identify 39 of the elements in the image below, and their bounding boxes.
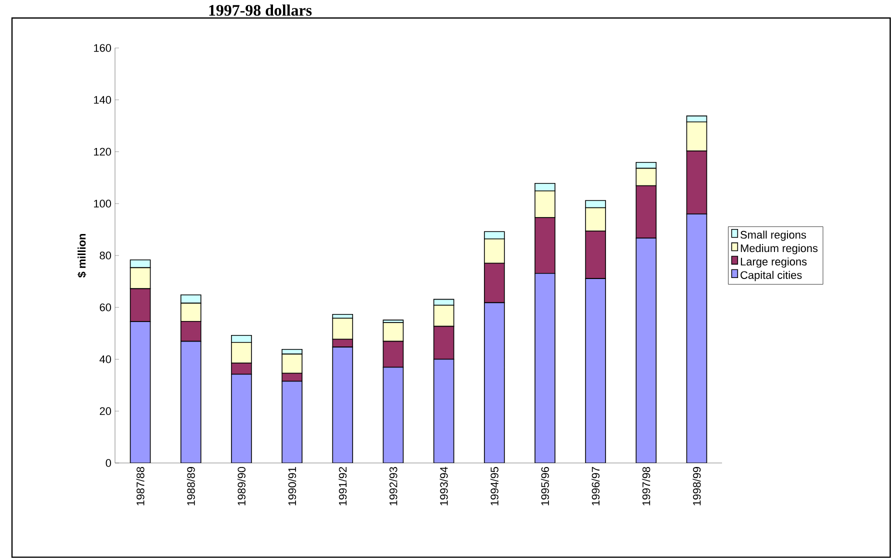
legend-label: Capital cities <box>740 270 802 282</box>
x-tick-label: 1992/93 <box>389 466 398 506</box>
x-tick-label: 1997/98 <box>642 466 650 506</box>
x-tick-label: 1998/99 <box>692 467 701 506</box>
y-tick-label: 60 <box>100 303 112 312</box>
y-tick-label: 40 <box>100 355 112 364</box>
bar <box>382 366 404 463</box>
bar <box>686 214 708 463</box>
legend-label: Small regions <box>740 230 806 241</box>
bar <box>282 380 302 463</box>
chart-title: 1997-98 dollars <box>209 4 312 16</box>
legend-label: Large regions <box>740 257 807 268</box>
x-tick-label: 1994/95 <box>490 466 498 506</box>
y-tick-label: 0 <box>106 459 112 467</box>
legend-label: Medium regions <box>740 244 818 254</box>
x-tick-label: 1988/89 <box>186 467 195 506</box>
y-tick-label: 20 <box>100 407 112 415</box>
x-tick-label: 1993/94 <box>440 466 448 506</box>
bar <box>231 374 252 463</box>
x-tick-label: 1991/92 <box>338 467 347 506</box>
y-tick-label: 120 <box>94 148 112 156</box>
bar <box>636 238 657 463</box>
x-tick-label: 1987/88 <box>136 466 144 506</box>
x-tick-label: 1989/90 <box>237 466 246 506</box>
x-tick-label: 1990/91 <box>288 467 296 506</box>
x-tick-label: 1996/97 <box>592 467 600 506</box>
bar <box>332 346 354 463</box>
y-tick-label: 140 <box>94 96 112 104</box>
bar <box>433 358 454 463</box>
y-tick-label: 100 <box>94 200 112 208</box>
x-tick-label: 1995/96 <box>540 466 549 506</box>
y-axis-title: $ million <box>77 234 86 278</box>
y-tick-label: 160 <box>94 44 112 52</box>
bar <box>534 272 556 463</box>
bar <box>484 302 505 463</box>
bar <box>130 321 151 463</box>
bar <box>585 278 606 463</box>
y-tick-label: 80 <box>100 252 112 260</box>
bar <box>180 340 202 463</box>
